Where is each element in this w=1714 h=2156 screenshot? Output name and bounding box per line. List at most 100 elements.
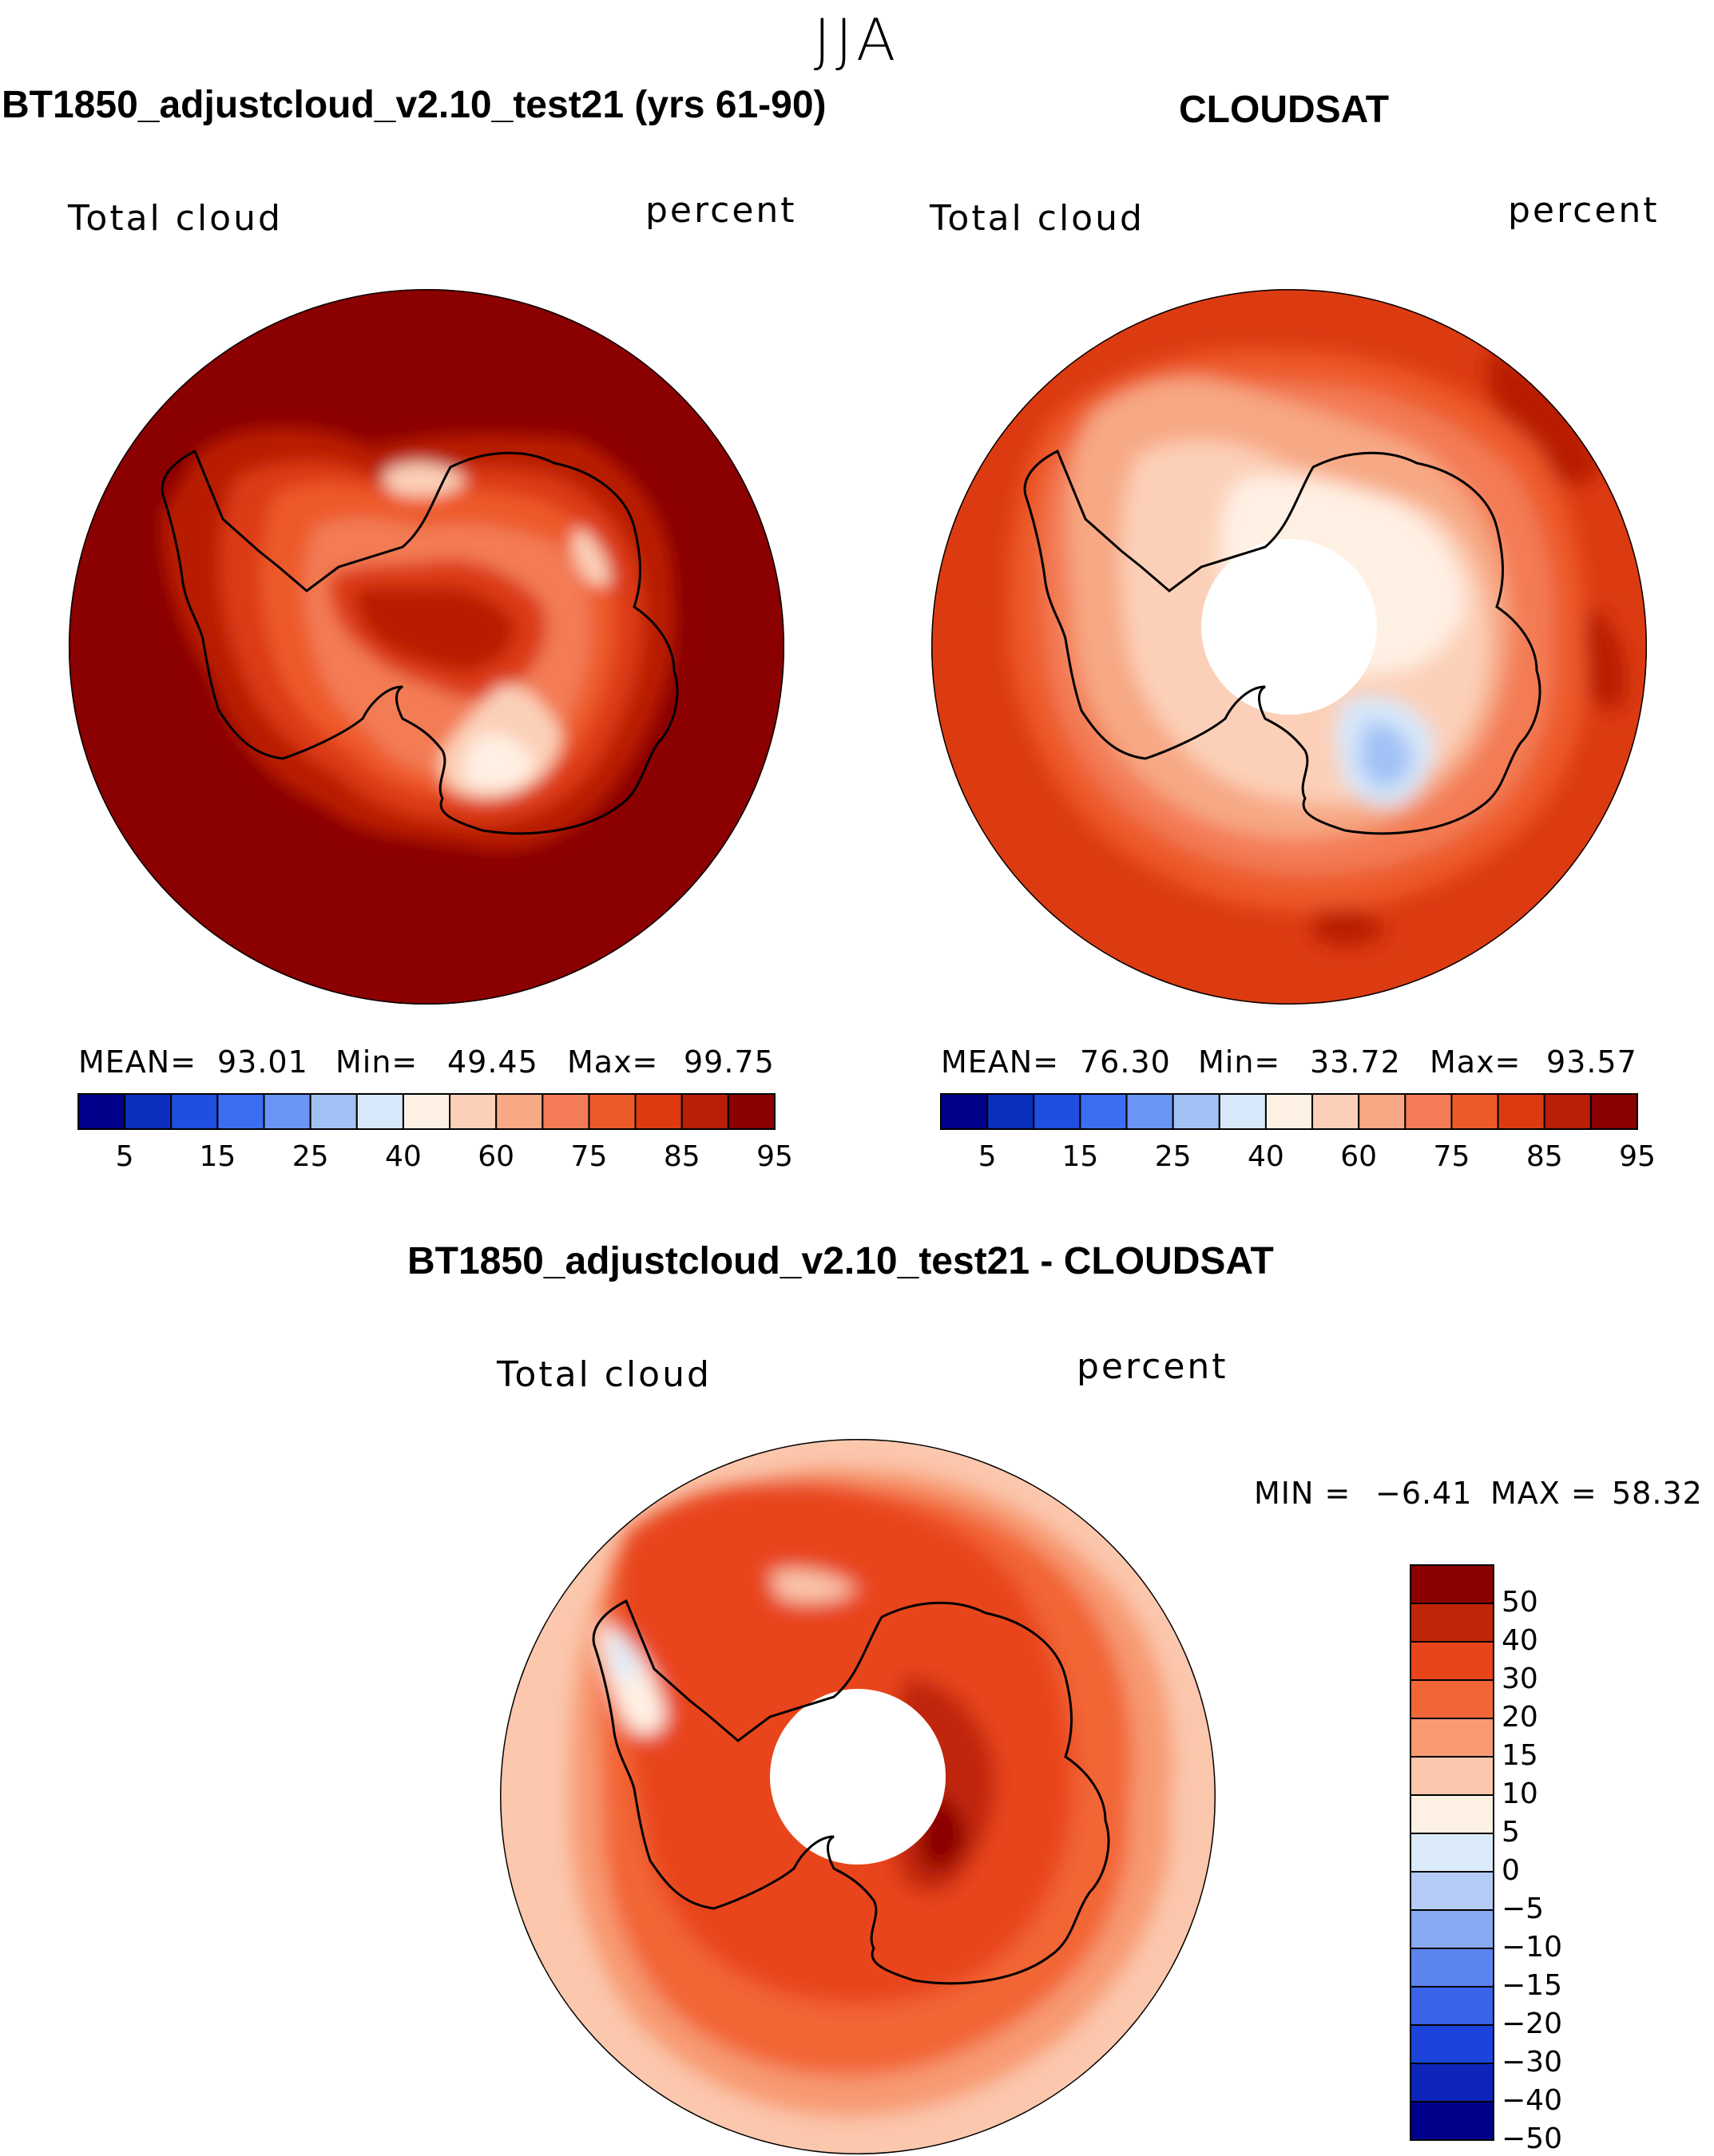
colorbar-tick-label: 40 <box>385 1140 422 1173</box>
panel2-mean-label: MEAN= <box>941 1044 1060 1080</box>
colorbar-tick-label: 95 <box>1619 1140 1656 1173</box>
colorbar-swatch <box>216 1093 265 1130</box>
panel3-variable-label: Total cloud <box>497 1354 712 1395</box>
panel2-dark-patch-e <box>1575 607 1627 709</box>
panel1-map <box>69 289 784 1005</box>
colorbar-tick-label: 85 <box>663 1140 700 1173</box>
colorbar-swatch <box>1033 1093 1081 1130</box>
colorbar-swatch <box>1358 1093 1407 1130</box>
colorbar-swatch <box>309 1093 358 1130</box>
colorbar-tick-label: 5 <box>115 1140 134 1173</box>
colorbar-tick-label: 95 <box>756 1140 793 1173</box>
colorbar-swatch <box>1410 1833 1494 1873</box>
colorbar-tick-label: −20 <box>1502 2007 1562 2040</box>
colorbar-tick-label: 5 <box>978 1140 997 1173</box>
colorbar-tick-label: 20 <box>1502 1701 1538 1734</box>
colorbar-tick-label: 85 <box>1526 1140 1563 1173</box>
colorbar-tick-label: 15 <box>1502 1739 1538 1772</box>
colorbar-tick-label: 5 <box>1502 1816 1520 1849</box>
colorbar-swatch <box>1410 1679 1494 1719</box>
panel3-colorbar <box>1410 1564 1494 2141</box>
panel3-max-value: 58.32 <box>1612 1476 1703 1511</box>
colorbar-swatch <box>940 1093 989 1130</box>
colorbar-swatch <box>402 1093 451 1130</box>
colorbar-tick-label: 30 <box>1502 1663 1538 1695</box>
colorbar-tick-label: 60 <box>478 1140 515 1173</box>
colorbar-swatch <box>1543 1093 1592 1130</box>
colorbar-swatch <box>1410 1794 1494 1834</box>
colorbar-swatch <box>1410 1986 1494 2026</box>
panel2-max-value: 93.57 <box>1546 1044 1637 1080</box>
colorbar-tick-label: 15 <box>199 1140 236 1173</box>
panel1-weddell-light <box>383 462 466 497</box>
colorbar-swatch <box>1125 1093 1174 1130</box>
panel3-min-value: −6.41 <box>1375 1476 1473 1511</box>
colorbar-swatch <box>1410 1909 1494 1949</box>
panel2-mean-value: 76.30 <box>1080 1044 1171 1080</box>
panel1-mean-label: MEAN= <box>78 1044 197 1080</box>
colorbar-swatch <box>1410 1641 1494 1681</box>
panel2-polar-hole <box>1201 539 1377 715</box>
panel3-polar-hole <box>770 1689 946 1865</box>
panel3-map <box>500 1439 1216 2154</box>
panel1-title: BT1850_adjustcloud_v2.10_test21 (yrs 61-… <box>2 84 827 126</box>
colorbar-tick-label: −40 <box>1502 2084 1562 2117</box>
panel2-dark-patch-ne <box>1486 351 1601 485</box>
panel2-dark-patch-s <box>1313 907 1385 946</box>
panel2-map <box>931 289 1647 1005</box>
panel1-min-value: 49.45 <box>447 1044 538 1080</box>
panel2-min-value: 33.72 <box>1310 1044 1401 1080</box>
panel1-coastline <box>161 449 679 835</box>
colorbar-swatch <box>1410 2063 1494 2102</box>
panel2-lowest-cloud-ross <box>1359 722 1413 787</box>
panel3-coastline <box>592 1599 1110 1985</box>
colorbar-swatch <box>986 1093 1035 1130</box>
colorbar-tick-label: −30 <box>1502 2046 1562 2079</box>
panel3-coast-ring-5 <box>770 1570 858 1603</box>
colorbar-swatch <box>495 1093 544 1130</box>
colorbar-swatch <box>1079 1093 1128 1130</box>
colorbar-swatch <box>1218 1093 1267 1130</box>
colorbar-tick-label: 15 <box>1061 1140 1099 1173</box>
colorbar-tick-label: 75 <box>570 1140 608 1173</box>
panel1-min-label: Min= <box>335 1044 419 1080</box>
colorbar-tick-label: 50 <box>1502 1586 1538 1619</box>
panel1-east-light <box>572 527 610 586</box>
colorbar-swatch <box>355 1093 404 1130</box>
panel1-mean-value: 93.01 <box>217 1044 308 1080</box>
colorbar-tick-label: 40 <box>1502 1624 1538 1657</box>
colorbar-swatch <box>1264 1093 1314 1130</box>
panel2-min-label: Min= <box>1198 1044 1281 1080</box>
panel3-units-label: percent <box>1077 1346 1228 1387</box>
colorbar-swatch <box>170 1093 219 1130</box>
colorbar-swatch <box>1410 1871 1494 1911</box>
colorbar-swatch <box>124 1093 173 1130</box>
colorbar-swatch <box>1410 1718 1494 1758</box>
colorbar-swatch <box>727 1093 776 1130</box>
colorbar-swatch <box>1404 1093 1453 1130</box>
colorbar-swatch <box>1589 1093 1638 1130</box>
panel2-max-label: Max= <box>1430 1044 1522 1080</box>
colorbar-swatch <box>1410 2101 1494 2141</box>
season-title: JJA <box>813 6 901 73</box>
colorbar-swatch <box>588 1093 637 1130</box>
colorbar-tick-label: −10 <box>1502 1931 1562 1964</box>
colorbar-swatch <box>1410 1948 1494 1988</box>
colorbar-swatch <box>634 1093 683 1130</box>
panel3-title: BT1850_adjustcloud_v2.10_test21 - CLOUDS… <box>407 1240 1274 1282</box>
colorbar-tick-label: 25 <box>1154 1140 1192 1173</box>
colorbar-swatch <box>77 1093 126 1130</box>
panel3-max-label: MAX = <box>1490 1476 1597 1511</box>
panel1-inner-darker <box>355 587 515 672</box>
panel2-title: CLOUDSAT <box>1179 89 1390 131</box>
panel2-coastline <box>1023 449 1541 835</box>
colorbar-tick-label: 75 <box>1433 1140 1470 1173</box>
colorbar-tick-label: 0 <box>1502 1854 1520 1887</box>
panel1-max-value: 99.75 <box>684 1044 775 1080</box>
colorbar-swatch <box>1410 1564 1494 1604</box>
panel3-min-label: MIN = <box>1254 1476 1351 1511</box>
colorbar-tick-label: −5 <box>1502 1892 1545 1925</box>
colorbar-swatch <box>449 1093 498 1130</box>
colorbar-tick-label: 10 <box>1502 1778 1538 1810</box>
panel2-variable-label: Total cloud <box>930 198 1145 239</box>
